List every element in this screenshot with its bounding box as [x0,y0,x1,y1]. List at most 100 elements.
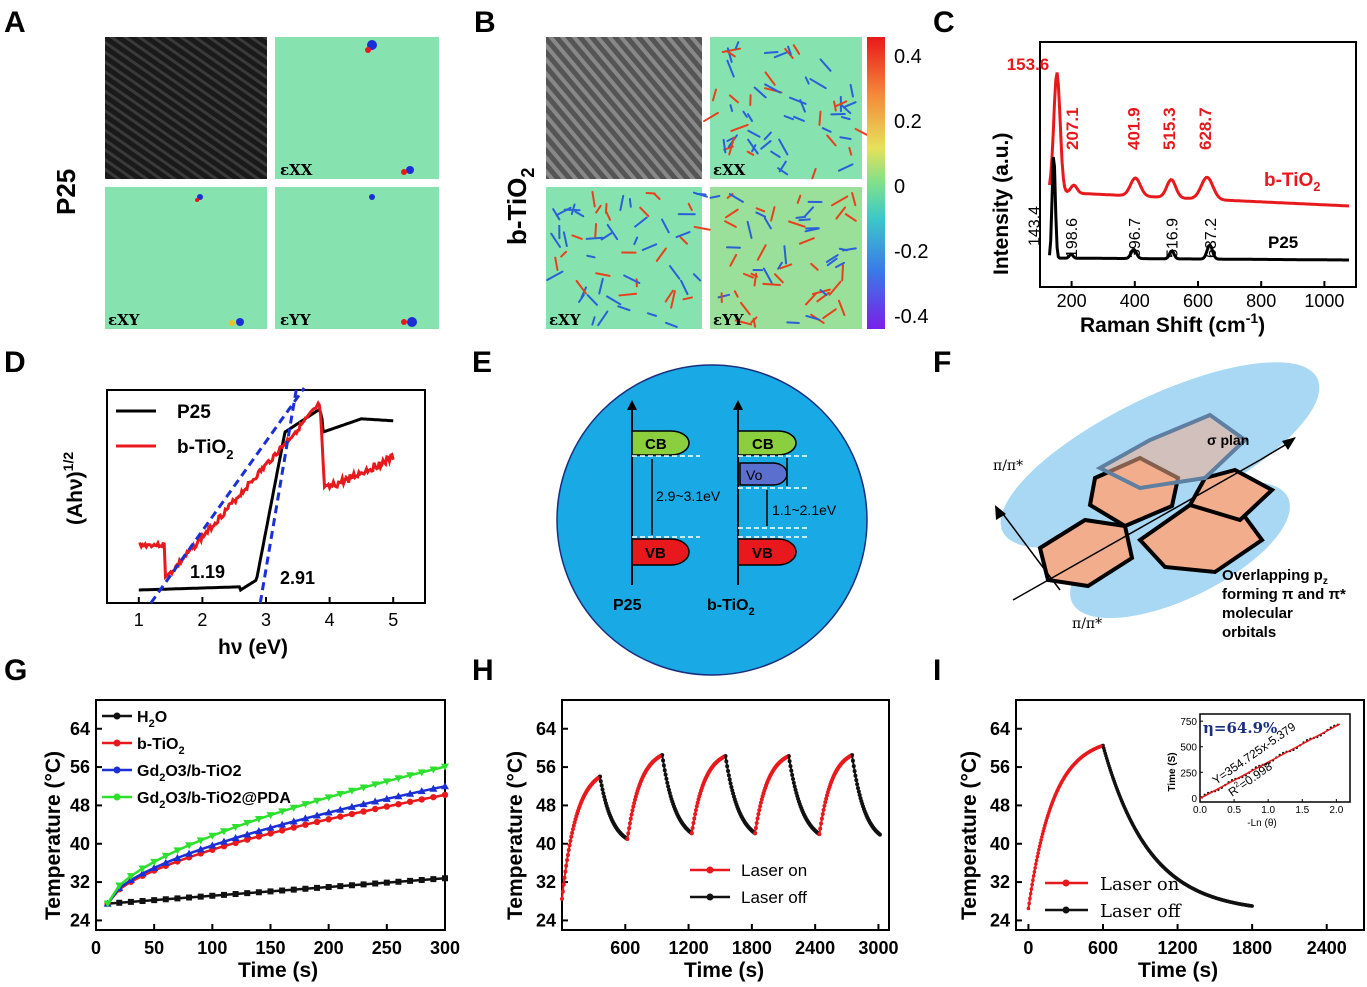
strain-streak [818,110,822,126]
series-marker [395,800,402,808]
inset-y-tick-label: 250 [1180,768,1197,779]
strain-streak [851,192,857,207]
series-marker [336,790,345,798]
strain-streak [692,273,702,282]
strain-streak [550,232,562,249]
y-tick-label: 40 [990,834,1010,854]
laser-off-segment [599,776,628,840]
strain-streak [844,213,857,222]
panel-a-label-exx: εXX [280,161,313,179]
strain-streak [796,194,802,204]
chart-i-ticks: 0 600 1200 1800 2400 24 32 40 48 56 64 [990,719,1347,958]
x-tick-label: 600 [1088,938,1118,958]
laser-on-segment [1027,744,1104,909]
chart-c-series-btio2 [1048,72,1350,208]
panel-b-hrtem-image [546,37,702,179]
strain-streak [770,150,781,158]
series-marker [371,797,380,805]
panel-a-label-eyy: εYY [280,311,311,329]
y-tick-label: 56 [70,757,90,777]
laser-off-segment [1102,745,1253,907]
strain-streak [600,232,613,241]
x-tick-label: 2400 [795,938,835,958]
x-tick-label: 800 [1246,291,1276,311]
series-marker [324,794,333,802]
series-line [107,877,446,905]
strain-streak [747,129,761,138]
diagram-e-circle [556,364,868,676]
series-marker [290,886,297,893]
strain-streak [835,100,848,108]
strain-streak [586,294,598,306]
peak-label-p25: 143.4 [1027,206,1044,246]
strain-streak [595,204,602,214]
series-marker [220,891,227,898]
strain-streak [655,247,667,262]
strain-streak [826,134,837,147]
series-marker [150,858,159,866]
series-marker [407,877,414,884]
series-marker [313,811,322,819]
series-marker [219,837,228,845]
peak-label-btio2: 628.7 [1196,107,1215,150]
strain-streak [841,247,857,252]
diagram-e-p25-label: P25 [613,597,642,614]
chart-i-ylabel: Temperature (°C) [958,751,981,920]
strain-streak [617,305,631,312]
strain-streak [788,96,807,105]
series-marker [127,898,134,905]
strain-streak [811,167,817,180]
x-tick-label: 3 [261,610,271,630]
series-marker [232,839,239,847]
diagram-e-p25-vb-label: VB [645,545,666,562]
chart-d-series-p25 [138,406,394,593]
series-marker [231,824,240,832]
strain-streak [837,299,846,317]
x-tick-label: 2 [197,610,207,630]
strain-streak [778,138,789,156]
strain-streak [798,218,811,222]
panel-b-colorbar [867,37,885,329]
strain-streak [842,101,857,109]
panel-b-strain-map-xx [710,37,862,179]
series-marker [231,834,240,842]
strain-streak [793,115,805,122]
strain-streak [682,296,694,301]
inset-x-tick-label: 1.0 [1261,805,1275,816]
strain-streak [854,127,870,137]
chart-d-ylabel: (Ahν)1/2 [60,452,87,525]
series-marker [383,879,390,886]
panel-letter-b: B [474,6,496,39]
laser-on-segment [690,755,726,834]
x-tick-label: 3000 [858,938,898,958]
x-tick-label: 4 [325,610,335,630]
series-marker [430,876,437,883]
strain-streak [570,203,576,216]
strain-streak [788,220,806,228]
panel-a-label-exy: εXY [108,311,140,329]
y-tick-label: 32 [536,872,556,892]
strain-streak [777,261,783,270]
series-marker [138,869,147,877]
y-tick-label: 40 [70,834,90,854]
series-marker [347,787,356,795]
colorbar-tick-label: 0 [894,176,905,198]
strain-streak [784,47,794,59]
strain-streak [724,220,737,228]
panel-letter-e: E [472,346,492,379]
strain-streak [692,191,708,198]
series-marker [208,832,217,840]
peak-label-p25: 637.2 [1203,218,1220,258]
chart-g-series [103,763,449,908]
series-marker [162,896,169,903]
chart-h-frame [561,699,890,931]
strain-streak [792,44,801,55]
series-marker [360,881,367,888]
strain-streak [726,47,733,63]
strain-streak [721,47,742,53]
series-marker [279,887,286,894]
colorbar-tick-label: 0.4 [894,46,922,68]
diagram-e-btio2-gap-label: 1.1~2.1eV [772,502,837,518]
diagram-e-btio2-cb-label: CB [752,436,774,453]
